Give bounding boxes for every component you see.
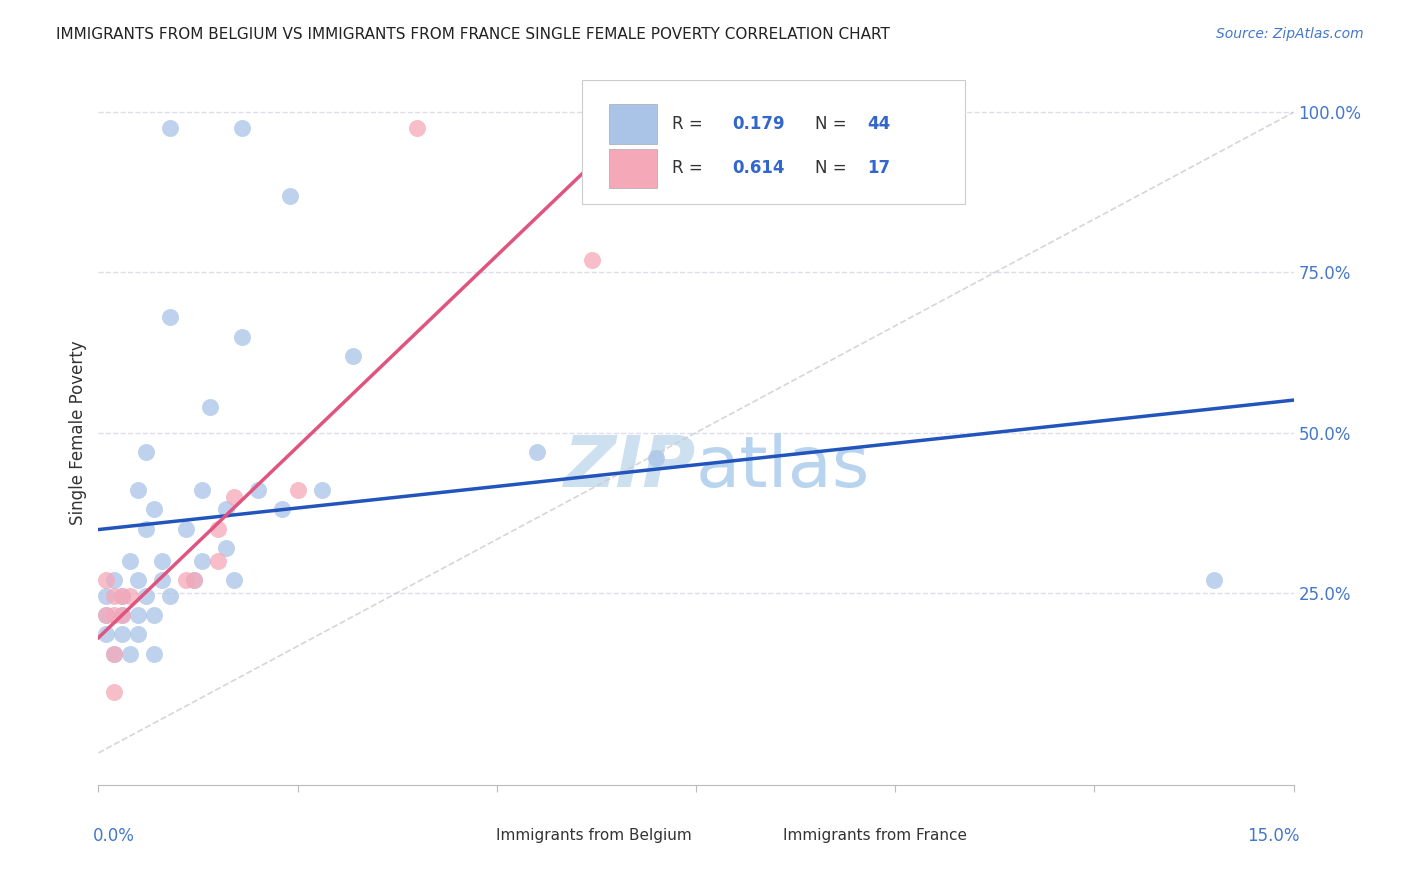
Point	[135, 445, 157, 459]
Text: atlas: atlas	[696, 434, 870, 502]
Text: 17: 17	[868, 160, 890, 178]
Point	[127, 483, 149, 498]
Point	[143, 647, 166, 661]
Text: Immigrants from France: Immigrants from France	[783, 828, 967, 843]
FancyBboxPatch shape	[609, 104, 657, 144]
Point	[342, 349, 364, 363]
FancyBboxPatch shape	[457, 823, 486, 848]
Point	[111, 589, 134, 603]
Point	[183, 573, 205, 587]
Point	[159, 310, 181, 325]
Text: IMMIGRANTS FROM BELGIUM VS IMMIGRANTS FROM FRANCE SINGLE FEMALE POVERTY CORRELAT: IMMIGRANTS FROM BELGIUM VS IMMIGRANTS FR…	[56, 27, 890, 42]
Point	[311, 483, 333, 498]
Point	[191, 554, 214, 568]
Point	[127, 627, 149, 641]
Point	[120, 554, 142, 568]
Point	[222, 490, 245, 504]
Point	[127, 608, 149, 623]
Point	[215, 541, 238, 555]
Point	[1202, 573, 1225, 587]
Point	[215, 502, 238, 516]
Point	[135, 589, 157, 603]
Point	[159, 589, 181, 603]
Point	[111, 627, 134, 641]
Point	[120, 647, 142, 661]
FancyBboxPatch shape	[744, 823, 773, 848]
Point	[222, 573, 245, 587]
Text: 44: 44	[868, 115, 890, 133]
Text: 0.179: 0.179	[733, 115, 785, 133]
Point	[526, 445, 548, 459]
Point	[103, 608, 125, 623]
Text: N =: N =	[815, 160, 852, 178]
Point	[406, 121, 429, 136]
Point	[207, 554, 229, 568]
Text: Source: ZipAtlas.com: Source: ZipAtlas.com	[1216, 27, 1364, 41]
Point	[103, 647, 125, 661]
Point	[103, 685, 125, 699]
Text: R =: R =	[672, 160, 709, 178]
Point	[207, 522, 229, 536]
Point	[645, 451, 668, 466]
Point	[103, 647, 125, 661]
Point	[143, 502, 166, 516]
Point	[111, 589, 134, 603]
Y-axis label: Single Female Poverty: Single Female Poverty	[69, 341, 87, 524]
Text: 15.0%: 15.0%	[1247, 827, 1299, 846]
Point	[96, 608, 118, 623]
Text: N =: N =	[815, 115, 852, 133]
Point	[278, 188, 301, 202]
Text: 0.614: 0.614	[733, 160, 785, 178]
Point	[198, 400, 221, 414]
Point	[143, 608, 166, 623]
Point	[103, 573, 125, 587]
Point	[183, 573, 205, 587]
Point	[120, 589, 142, 603]
Point	[246, 483, 269, 498]
Point	[174, 573, 197, 587]
Point	[150, 573, 173, 587]
Point	[231, 329, 253, 343]
Point	[96, 608, 118, 623]
Point	[270, 502, 292, 516]
Text: ZIP: ZIP	[564, 434, 696, 502]
Point	[103, 589, 125, 603]
FancyBboxPatch shape	[609, 149, 657, 188]
Point	[111, 608, 134, 623]
Point	[231, 121, 253, 136]
Point	[127, 573, 149, 587]
Point	[174, 522, 197, 536]
Point	[96, 573, 118, 587]
Point	[135, 522, 157, 536]
Point	[159, 121, 181, 136]
Text: 0.0%: 0.0%	[93, 827, 135, 846]
Point	[111, 608, 134, 623]
Point	[191, 483, 214, 498]
Point	[96, 627, 118, 641]
Text: R =: R =	[672, 115, 709, 133]
Point	[150, 554, 173, 568]
Point	[581, 252, 603, 267]
Text: Immigrants from Belgium: Immigrants from Belgium	[496, 828, 692, 843]
Point	[287, 483, 309, 498]
FancyBboxPatch shape	[582, 80, 965, 203]
Point	[96, 589, 118, 603]
